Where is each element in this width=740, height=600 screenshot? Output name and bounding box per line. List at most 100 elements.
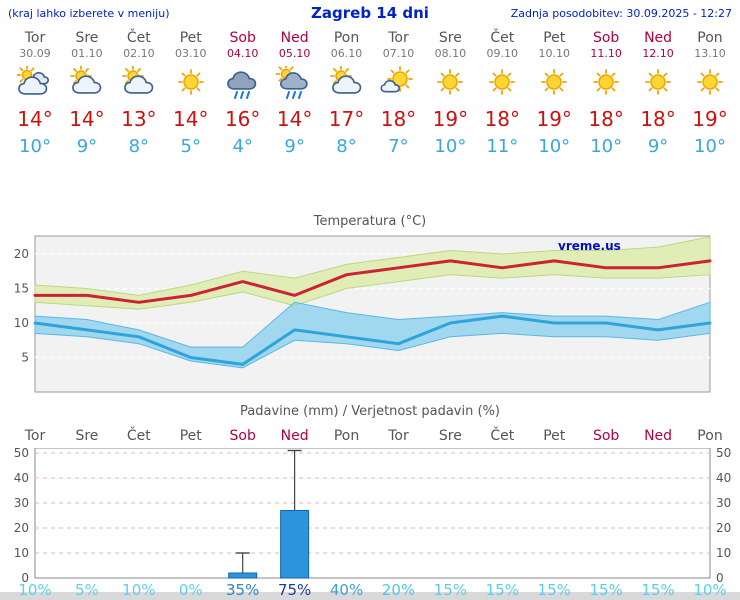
min-range-band [34, 301, 711, 369]
cloud-glyph [72, 75, 102, 94]
day-name: Pon [697, 30, 723, 46]
day-column[interactable]: Pon 06.10 17° 8° [320, 30, 374, 157]
precip-probability: 15% [589, 581, 623, 599]
precip-day-label: Čet [490, 428, 515, 444]
footer-strip [0, 592, 740, 600]
precip-probability: 40% [329, 581, 364, 599]
min-temperature: 10° [694, 136, 726, 157]
weather-icon [8, 64, 62, 102]
max-temperature: 18° [588, 107, 624, 131]
day-column[interactable]: Čet 09.10 18° 11° [475, 30, 529, 157]
precip-day-label: Ned [644, 428, 673, 444]
y-tick-label: 20 [716, 521, 731, 535]
day-column[interactable]: Sre 01.10 14° 9° [60, 30, 114, 157]
weather-icon [320, 65, 374, 102]
precip-probability: 10% [122, 581, 156, 599]
precip-day-label: Pet [179, 428, 202, 444]
precip-day-label: Pon [697, 428, 723, 444]
partly-cloudy-icon [329, 65, 361, 94]
precip-day-labels: Tor Sre Čet Pet Sob Ned Pon Tor Sre Čet Pet Sob Ned P… [0, 428, 740, 446]
day-date: 10.10 [538, 47, 570, 60]
weather-icon [371, 66, 425, 102]
min-temperature: 10° [590, 136, 623, 157]
precip-day-label: Ned [280, 428, 309, 444]
watermark-link[interactable]: vreme.us [558, 239, 621, 253]
day-column[interactable]: Čet 02.10 13° 8° [112, 30, 166, 157]
precip-probability: 15% [433, 581, 468, 599]
day-column[interactable]: Sre 08.10 19° 10° [423, 30, 477, 157]
day-column[interactable]: Tor 07.10 18° 7° [371, 30, 425, 157]
cloud-glyph [380, 79, 401, 93]
day-name: Pet [543, 30, 566, 46]
day-name: Pet [179, 30, 202, 46]
raindrop-glyph [297, 91, 302, 99]
y-tick-label: 10 [14, 316, 29, 330]
min-temperature: 9° [76, 136, 98, 157]
precip-probability: 20% [381, 581, 416, 599]
cloud-glyph [226, 71, 256, 90]
day-name: Sob [229, 30, 256, 46]
sunny-icon [177, 69, 204, 95]
day-date: 09.10 [486, 47, 519, 60]
y-tick-label: 20 [14, 521, 29, 535]
y-tick-label: 5 [21, 351, 29, 365]
day-date: 30.09 [19, 47, 51, 60]
min-temperature: 8° [336, 136, 357, 157]
cloud-glyph [279, 72, 308, 90]
min-temperature: 10° [19, 136, 51, 157]
day-column[interactable]: Pet 10.10 19° 10° [527, 30, 581, 157]
precip-plot-area [34, 447, 711, 579]
day-column[interactable]: Sob 11.10 18° 10° [579, 30, 633, 157]
day-name: Pon [333, 30, 360, 46]
raindrop-glyph [285, 91, 290, 99]
day-date: 08.10 [434, 47, 467, 60]
day-date: 06.10 [330, 47, 363, 60]
day-column[interactable]: Tor 30.09 14° 10° [8, 30, 62, 157]
sunny-icon [489, 69, 516, 95]
day-date: 07.10 [382, 47, 415, 60]
y-tick-label: 0 [21, 571, 29, 585]
precip-day-label: Sob [229, 428, 256, 444]
precip-day-label: Tor [388, 428, 409, 444]
max-temperature: 17° [328, 107, 365, 131]
raindrop-glyph [245, 91, 250, 99]
y-tick-label: 50 [14, 448, 29, 460]
y-tick-label: 10 [14, 546, 29, 560]
precip-probability: 10% [18, 581, 52, 599]
day-column[interactable]: Pon 13.10 19° 10° [683, 30, 737, 157]
day-date: 12.10 [642, 47, 674, 60]
y-tick-label: 20 [14, 247, 29, 261]
y-tick-label: 0 [716, 571, 724, 585]
min-temperature: 5° [180, 136, 201, 157]
weather-icon [216, 66, 270, 102]
menu-hint: (kraj lahko izberete v meniju) [8, 7, 170, 20]
day-forecast-row: Tor 30.09 14° 10° Sre 01.10 14° 9° Čet 02.10 13° 8°… [0, 30, 740, 172]
sunny-icon [437, 69, 464, 95]
day-date: 11.10 [590, 47, 622, 60]
y-tick-label: 10 [716, 546, 731, 560]
sun-glyph [437, 69, 464, 95]
max-temperature: 19° [432, 107, 469, 131]
precip-bar [228, 572, 258, 579]
day-column[interactable]: Ned 05.10 14° 9° [268, 30, 322, 157]
day-name: Sre [75, 30, 99, 46]
min-temperature: 11° [486, 136, 519, 157]
day-column[interactable]: Ned 12.10 18° 9° [631, 30, 685, 157]
day-column[interactable]: Sob 04.10 16° 4° [216, 30, 270, 157]
day-name: Čet [490, 30, 515, 46]
precip-probability: 5% [75, 581, 99, 599]
raindrop-glyph [291, 91, 296, 99]
day-name: Čet [126, 30, 151, 46]
sun-glyph [697, 69, 723, 95]
day-column[interactable]: Pet 03.10 14° 5° [164, 30, 218, 157]
precip-day-label: Sre [75, 428, 99, 444]
y-tick-label: 50 [716, 448, 731, 460]
day-date: 03.10 [175, 47, 207, 60]
sun-glyph [541, 69, 568, 95]
weather-icon [475, 66, 529, 102]
day-date: 05.10 [278, 47, 311, 60]
weather-icon [631, 66, 685, 102]
max-temperature: 14° [173, 107, 209, 131]
min-temperature: 9° [647, 136, 669, 157]
